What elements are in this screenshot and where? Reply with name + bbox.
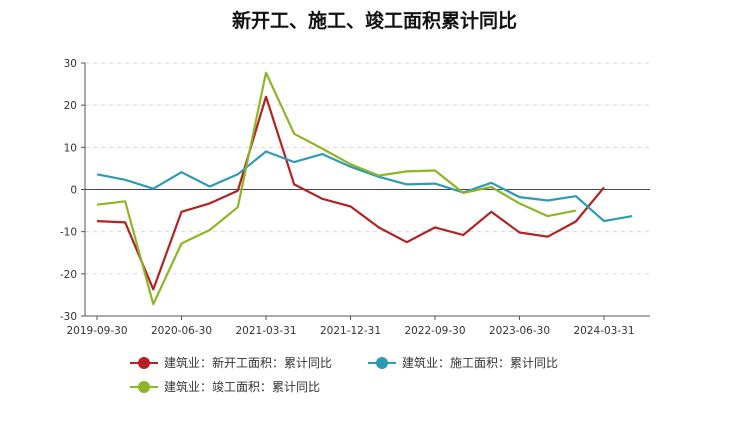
data-point (152, 288, 155, 291)
data-point (264, 95, 267, 98)
data-point (462, 191, 465, 194)
data-point (124, 178, 127, 181)
x-tick-label: 2022-09-30 (404, 325, 465, 337)
data-point (574, 195, 577, 198)
data-point (95, 203, 98, 206)
data-point (321, 147, 324, 150)
data-point (377, 174, 380, 177)
data-point (180, 171, 183, 174)
data-point (264, 150, 267, 153)
data-point (208, 185, 211, 188)
x-tick-label: 2019-09-30 (66, 325, 127, 337)
data-point (236, 206, 239, 209)
series-layer (95, 71, 634, 306)
data-point (349, 163, 352, 166)
legend-marker (376, 357, 388, 369)
data-point (574, 220, 577, 223)
y-tick-label: 0 (70, 185, 77, 197)
data-point (546, 214, 549, 217)
x-tick-label: 2021-03-31 (235, 325, 296, 337)
y-tick-label: -10 (60, 227, 77, 239)
legend-label: 建筑业：竣工面积：累计同比 (164, 379, 320, 394)
data-point (518, 231, 521, 234)
series-1 (95, 95, 605, 291)
data-point (433, 226, 436, 229)
y-tick-label: -30 (60, 311, 77, 323)
data-point (293, 183, 296, 186)
legend-marker (138, 381, 150, 393)
legend-label: 建筑业：施工面积：累计同比 (402, 355, 558, 370)
data-point (490, 181, 493, 184)
data-point (574, 209, 577, 212)
data-point (433, 169, 436, 172)
data-point (264, 71, 267, 74)
legend-label: 建筑业：新开工面积：累计同比 (164, 355, 332, 370)
y-tick-label: 10 (64, 142, 77, 154)
data-point (602, 186, 605, 189)
data-point (236, 189, 239, 192)
chart-title: 新开工、施工、竣工面积累计同比 (231, 10, 517, 32)
x-tick-label: 2024-03-31 (573, 325, 634, 337)
y-tick-label: 30 (64, 58, 77, 70)
data-point (518, 195, 521, 198)
data-point (546, 235, 549, 238)
data-point (405, 183, 408, 186)
data-point (124, 221, 127, 224)
data-point (152, 303, 155, 306)
x-tick-label: 2023-06-30 (489, 325, 550, 337)
legend-item[interactable]: 建筑业：施工面积：累计同比 (368, 355, 558, 370)
series-line (96, 150, 633, 223)
data-point (602, 220, 605, 223)
x-tick-label: 2021-12-31 (320, 325, 381, 337)
data-point (321, 152, 324, 155)
series-line (96, 71, 577, 306)
data-point (208, 228, 211, 231)
data-point (95, 220, 98, 223)
data-point (124, 200, 127, 203)
data-point (208, 202, 211, 205)
data-point (631, 214, 634, 217)
data-point (546, 199, 549, 202)
legend-item[interactable]: 建筑业：竣工面积：累计同比 (130, 379, 320, 394)
x-tick-label: 2020-06-30 (151, 325, 212, 337)
data-point (377, 226, 380, 229)
data-point (293, 132, 296, 135)
legend-item[interactable]: 建筑业：新开工面积：累计同比 (130, 355, 332, 370)
data-point (293, 160, 296, 163)
series-2 (95, 150, 634, 223)
data-point (490, 210, 493, 213)
series-3 (95, 71, 577, 306)
data-point (405, 241, 408, 244)
data-point (180, 242, 183, 245)
data-point (490, 185, 493, 188)
series-line (96, 95, 605, 291)
axis-layer: -30 -20 -10 0 10 20 30 2019-09-30 2020-06-30 2021… (60, 58, 650, 337)
data-point (180, 210, 183, 213)
legend-marker (138, 357, 150, 369)
data-point (152, 187, 155, 190)
data-point (433, 182, 436, 185)
data-point (236, 173, 239, 176)
data-point (462, 233, 465, 236)
data-point (349, 205, 352, 208)
data-point (95, 173, 98, 176)
y-tick-label: -20 (60, 269, 77, 281)
data-point (321, 197, 324, 200)
y-tick-label: 20 (64, 100, 77, 112)
data-point (405, 170, 408, 173)
data-point (518, 202, 521, 205)
